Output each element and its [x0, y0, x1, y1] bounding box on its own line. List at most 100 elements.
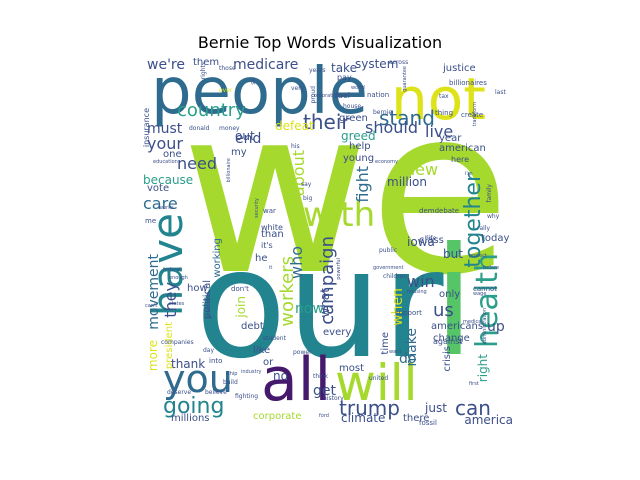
- word-movement: movement: [146, 254, 162, 330]
- word-thing: thing: [435, 109, 454, 117]
- word-deserve: deserve: [167, 389, 192, 396]
- word-last: last: [495, 89, 506, 96]
- word-need: need: [177, 154, 217, 173]
- word-family: family: [486, 184, 493, 203]
- word-today: today: [481, 233, 510, 244]
- word-rally: rally: [477, 225, 491, 232]
- word-chip: chip: [227, 371, 238, 377]
- word-donald: donald: [189, 125, 210, 132]
- word-stand: stand: [379, 106, 435, 130]
- word-government: government: [373, 265, 404, 271]
- word-so: so: [250, 78, 257, 85]
- word-not: not: [391, 65, 486, 133]
- word-vote: vote: [147, 183, 170, 194]
- word-crisis: crisis: [442, 346, 453, 372]
- word-i-m: i'm: [465, 171, 473, 177]
- word-create: create: [461, 111, 484, 119]
- word-system: system: [355, 58, 399, 71]
- word-across: across: [389, 59, 409, 66]
- word-believe: believe: [205, 389, 227, 396]
- word-america: america: [464, 413, 513, 427]
- word-or: or: [263, 357, 274, 368]
- word-all: all: [261, 345, 332, 415]
- word-people: people: [151, 58, 368, 129]
- word-no: no: [273, 369, 288, 383]
- word-powerful: powerful: [336, 258, 342, 280]
- word-states: states: [169, 301, 185, 307]
- word-over: over: [219, 87, 233, 94]
- word-years: years: [309, 67, 326, 74]
- word-into: into: [209, 357, 223, 365]
- word-corporate: corporate: [253, 411, 302, 422]
- word-support: support: [395, 309, 422, 317]
- word-it-s: it's: [261, 241, 273, 250]
- word-say: say: [301, 181, 312, 188]
- word-working: working: [212, 238, 223, 278]
- word-we: we: [181, 59, 511, 326]
- word-war: war: [263, 207, 276, 215]
- word-your: your: [147, 134, 183, 153]
- word-corporations: corporations: [311, 93, 343, 99]
- word-history: history: [323, 395, 344, 402]
- word-but: but: [443, 247, 463, 261]
- word-end: end: [235, 131, 262, 147]
- word-than: than: [261, 229, 284, 240]
- word-billionaires: billionaires: [449, 79, 487, 87]
- word-fight: fight: [353, 166, 372, 203]
- word-cannot: cannot: [473, 285, 498, 293]
- word-american: american: [439, 143, 486, 154]
- word-medicare: medicare: [233, 58, 299, 73]
- word-up: up: [487, 319, 505, 335]
- word-federal: federal: [163, 267, 181, 273]
- word-millions: millions: [171, 413, 210, 424]
- word-fuel: fuel: [335, 91, 351, 100]
- word-industry: industry: [241, 369, 262, 375]
- word-new: new: [405, 160, 439, 179]
- word-guarantee: guarantee: [402, 66, 408, 92]
- word-climate: climate: [341, 411, 386, 425]
- word-united: united: [369, 375, 389, 382]
- word-trump: trump: [339, 396, 400, 420]
- word-nation: nation: [367, 91, 390, 99]
- word-win: win: [407, 272, 435, 291]
- word-greed: greed: [341, 129, 376, 143]
- word-pay: pay: [337, 73, 352, 82]
- word-want: want: [389, 349, 402, 355]
- word-change: change: [433, 333, 470, 344]
- word-insurance: insurance: [143, 108, 151, 148]
- word-me: me: [145, 217, 157, 225]
- word-public: public: [379, 247, 398, 254]
- word-security: security: [254, 198, 260, 218]
- word-day: day: [203, 347, 215, 354]
- word-americans: americans: [431, 321, 484, 332]
- word-grassroots: grassroots: [206, 292, 212, 319]
- word-million: million: [387, 175, 427, 189]
- word-can-t: can't: [145, 303, 158, 309]
- word-do: do: [399, 351, 417, 367]
- word-year: year: [439, 133, 462, 144]
- word-rights: rights: [200, 62, 207, 80]
- word-join: join: [234, 296, 248, 318]
- word-those: those: [219, 65, 236, 72]
- word-make: make: [404, 328, 420, 367]
- word-out: out: [235, 129, 255, 143]
- word-you: you: [163, 357, 233, 401]
- word-how: how: [187, 283, 208, 294]
- word-us: us: [433, 300, 454, 321]
- word-life: life: [427, 235, 437, 242]
- word-don-t: don't: [231, 285, 249, 293]
- word-will: will: [335, 354, 418, 412]
- word-before: before: [483, 265, 500, 271]
- word-about: about: [289, 150, 308, 197]
- word-help: help: [349, 141, 371, 152]
- word-because: because: [143, 173, 194, 187]
- word-billionaire: billionaire: [226, 158, 232, 183]
- word-my: my: [231, 147, 247, 158]
- word-medical: medical: [463, 319, 483, 325]
- word-must: must: [147, 121, 183, 137]
- word-green: green: [339, 113, 368, 124]
- word-live: live: [425, 122, 454, 141]
- word-going: going: [163, 394, 225, 419]
- word-i: i: [433, 216, 475, 390]
